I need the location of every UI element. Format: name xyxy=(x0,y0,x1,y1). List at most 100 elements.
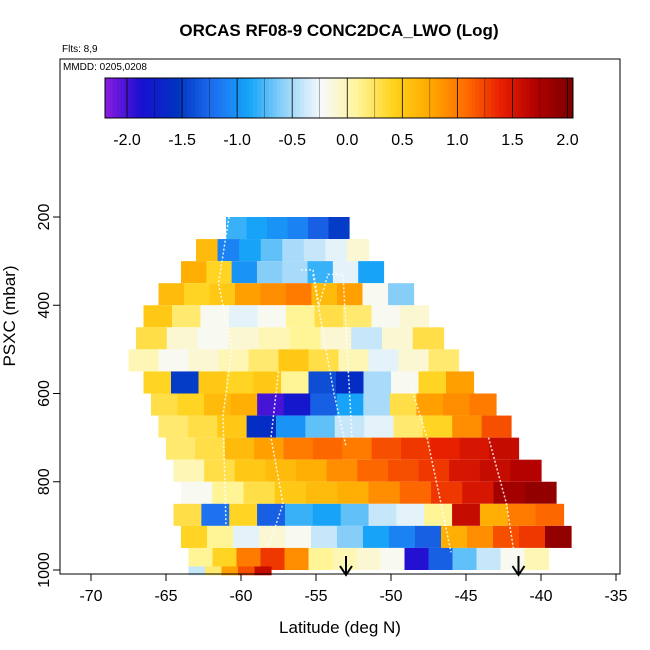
heatmap-cell xyxy=(267,217,289,240)
heatmap-cell xyxy=(283,393,311,416)
heatmap-cell xyxy=(368,349,400,372)
heatmap-cell xyxy=(287,217,309,240)
heatmap-cell xyxy=(284,547,310,570)
colorbar-segment xyxy=(198,78,203,118)
colorbar-segment xyxy=(561,78,566,118)
heatmap-cell xyxy=(422,415,453,438)
heatmap-cell xyxy=(535,503,565,526)
colorbar-segment xyxy=(136,78,141,118)
colorbar-segment xyxy=(366,78,371,118)
x-tick-label: -40 xyxy=(529,588,552,605)
colorbar-segment xyxy=(183,78,188,118)
heatmap-cell xyxy=(306,481,338,504)
heatmap-cell xyxy=(389,393,417,416)
heatmap-cell xyxy=(254,566,272,576)
heatmap-cell xyxy=(325,239,348,262)
heatmap-cell xyxy=(181,261,207,284)
colorbar-segment xyxy=(417,78,422,118)
heatmap-cell xyxy=(545,525,572,548)
x-tick-label: -55 xyxy=(304,588,327,605)
colorbar-segment xyxy=(167,78,172,118)
colorbar-segment xyxy=(315,78,320,118)
heatmap-cell xyxy=(238,566,256,576)
heatmap-cell xyxy=(340,503,370,526)
heatmap-cell xyxy=(380,547,406,570)
heatmap-cell xyxy=(452,415,483,438)
heatmap-cell xyxy=(389,525,416,548)
colorbar-segment xyxy=(350,78,356,118)
colorbar-segment xyxy=(272,78,278,118)
heatmap-cell xyxy=(358,261,385,284)
y-tick-label: 400 xyxy=(36,292,53,319)
colorbar-segment xyxy=(498,78,504,118)
heatmap-cell xyxy=(177,393,205,416)
heatmap-cell xyxy=(351,327,383,350)
heatmap-cell xyxy=(312,437,343,460)
colorbar-segment xyxy=(436,78,441,118)
heatmap-cell xyxy=(282,239,305,262)
colorbar-segment xyxy=(222,78,227,118)
colorbar-segment xyxy=(339,78,344,118)
colorbar-segment xyxy=(518,78,523,118)
heatmap-cell xyxy=(228,327,260,350)
heatmap-cell xyxy=(278,349,310,372)
colorbar-segment xyxy=(569,78,574,118)
heatmap-cell xyxy=(449,459,481,482)
heatmap-cell xyxy=(307,261,334,284)
heatmap-cell xyxy=(198,371,227,394)
colorbar-tick-label: -1.0 xyxy=(223,132,251,149)
colorbar-segment xyxy=(424,78,430,118)
x-axis-label: Latitude (deg N) xyxy=(279,618,401,637)
colorbar-segment xyxy=(557,78,562,118)
colorbar-segment xyxy=(389,78,395,118)
heatmap-cell xyxy=(260,283,287,306)
down-arrow-icon xyxy=(339,565,353,577)
plot-frame xyxy=(59,58,621,575)
heatmap-cell xyxy=(248,349,280,372)
colorbar-segment xyxy=(378,78,383,118)
colorbar-segment xyxy=(190,78,196,118)
colorbar-segment xyxy=(186,78,192,118)
heatmap-cell xyxy=(446,371,475,394)
heatmap-cell xyxy=(281,371,310,394)
heatmap-cell xyxy=(363,393,391,416)
heatmap-cell xyxy=(452,503,481,526)
heatmap-cell xyxy=(136,327,168,350)
heatmap-cell xyxy=(328,217,350,240)
colorbar-segment xyxy=(210,78,215,118)
heatmap-cell xyxy=(314,305,344,328)
heatmap-cell xyxy=(212,547,238,570)
colorbar-segment xyxy=(522,78,527,118)
heatmap-cell xyxy=(231,261,258,284)
heatmap-cell xyxy=(479,503,509,526)
heatmap-cell xyxy=(404,547,430,570)
heatmap-cell xyxy=(181,481,213,504)
heatmap-cell xyxy=(259,327,291,350)
heatmap-cell xyxy=(196,239,219,262)
heatmap-cell xyxy=(128,349,160,372)
y-tick-label: 1000 xyxy=(36,552,53,588)
heatmap-cell xyxy=(234,459,266,482)
heatmap-cell xyxy=(173,459,205,482)
colorbar-segment xyxy=(374,78,379,118)
colorbar-segment xyxy=(144,78,149,118)
colorbar-segment xyxy=(354,78,359,118)
heatmap-cell xyxy=(308,217,330,240)
colorbar-segment xyxy=(459,78,465,118)
heatmap-cell xyxy=(343,305,373,328)
heatmap-cell xyxy=(387,459,420,482)
heatmap-cell xyxy=(510,459,542,482)
heatmap-cell xyxy=(481,415,512,438)
colorbar-segment xyxy=(452,78,457,118)
colorbar-segment xyxy=(456,78,461,118)
flight-track xyxy=(301,269,353,438)
heatmap-cell xyxy=(207,525,234,548)
colorbar-segment xyxy=(319,78,324,118)
heatmap-cell xyxy=(356,547,382,570)
heatmap-cell xyxy=(452,547,478,570)
colorbar-segment xyxy=(261,78,266,118)
heatmap-cell xyxy=(143,371,172,394)
colorbar-frame xyxy=(104,77,574,119)
heatmap-cell xyxy=(428,547,454,570)
heatmap-cell xyxy=(158,415,189,438)
